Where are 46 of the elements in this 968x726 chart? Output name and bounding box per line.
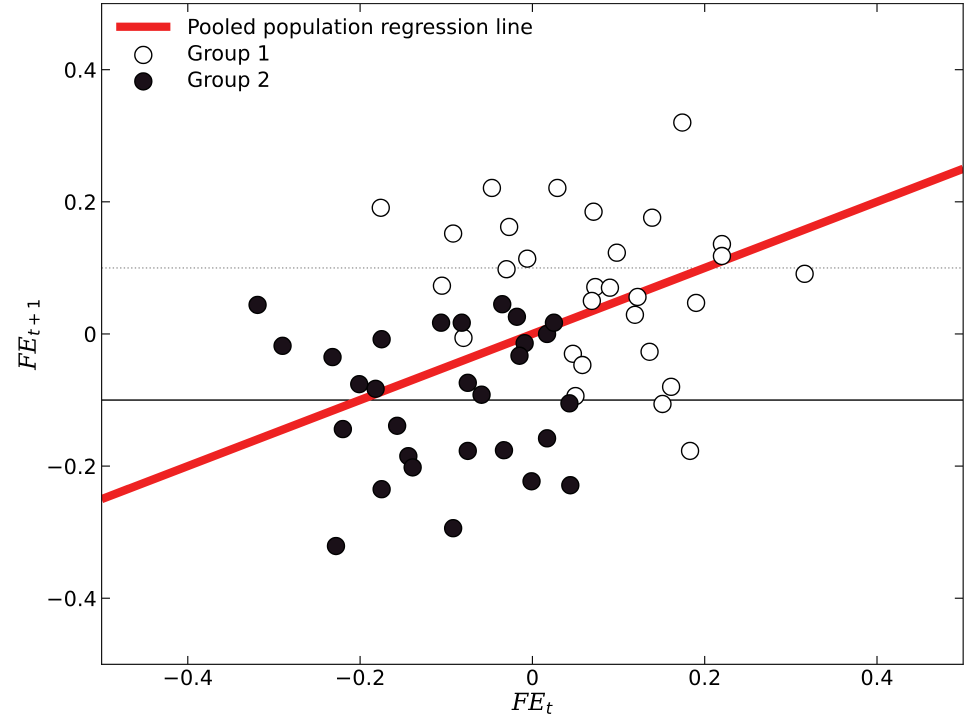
point [508,308,526,326]
y-tick-label: 0.2 [65,194,95,210]
point [273,336,292,356]
y-axis-title: FE$_{t+1}$ [18,300,40,370]
y-tick-label: 0 [84,326,96,342]
y-tick-label: −0.4 [48,590,96,606]
point [350,374,368,394]
y-tick-label: 0.4 [65,62,96,78]
point [653,394,672,414]
x-tick-label: 0.4 [862,670,892,686]
point [493,295,512,314]
point [497,260,516,278]
point [248,296,267,314]
point [372,480,391,498]
point [432,314,450,332]
legend-label: Group 1 [188,44,268,65]
point [560,394,579,413]
point [510,346,529,365]
point [458,442,477,460]
point [458,374,477,392]
x-tick-label: −0.2 [337,670,384,686]
x-tick-label: 0 [527,670,538,686]
point [522,472,541,490]
point [444,518,462,538]
point [452,314,471,332]
x-tick-label: −0.4 [164,670,212,686]
point [323,348,342,366]
legend-label: Pooled population regression line [189,18,532,38]
point [403,458,422,477]
point [582,292,602,310]
point [538,429,556,448]
point [712,246,732,266]
point [494,441,514,460]
point [334,420,352,438]
point [628,288,647,306]
legend-label: Group 2 [188,71,268,92]
point [372,330,391,348]
point [544,314,564,332]
point [472,386,491,404]
point [326,536,346,556]
y-tick-label: −0.2 [48,458,95,474]
x-tick-label: 0.2 [690,670,720,686]
x-axis-title: FE$_{t}$ [512,692,553,714]
point [366,380,385,398]
point [561,476,580,494]
point [388,416,406,435]
